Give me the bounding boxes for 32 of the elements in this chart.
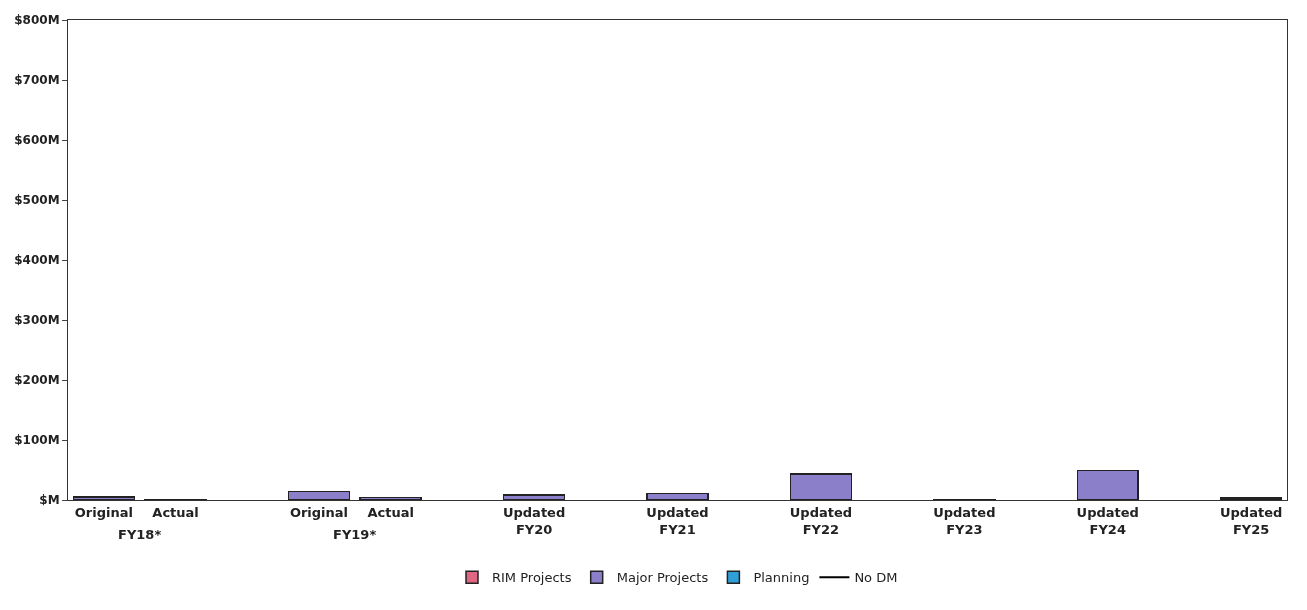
x-tick-label: Updated FY25 (1220, 504, 1283, 537)
legend-label: Planning (753, 570, 810, 586)
legend-label: No DM (854, 570, 898, 586)
x-tick-label: Actual (367, 504, 414, 520)
y-tick-label: $600M (14, 133, 60, 148)
x-tick-label: Updated FY23 (933, 504, 996, 537)
bar (287, 490, 351, 500)
y-tick-label: $300M (14, 313, 60, 328)
x-tick-label: Updated FY21 (646, 504, 709, 537)
y-tick-label: $100M (14, 433, 60, 448)
y-tick-label: $700M (14, 73, 60, 88)
y-tick-label: $200M (14, 373, 60, 388)
text: FY18* (118, 527, 162, 542)
bar (359, 496, 422, 500)
x-tick-label: Updated FY24 (1076, 504, 1139, 537)
y-tick-label: $500M (14, 193, 60, 208)
x-tick-label: Original (74, 504, 133, 520)
legend-label: RIM Projects (492, 570, 572, 586)
y-tick-label: $M (39, 493, 60, 508)
x-tick-label: Actual (152, 504, 199, 520)
y-tick-label: $800M (14, 13, 60, 28)
x-tick-label: Original (289, 504, 349, 520)
bar (72, 496, 136, 500)
bar (789, 473, 853, 500)
y-tick-label: $400M (14, 253, 60, 268)
bar (646, 492, 709, 500)
x-tick-label: Updated FY22 (789, 504, 853, 537)
x-tick-label: Updated FY20 (502, 504, 566, 537)
text: FY19* (333, 527, 377, 542)
bar (1076, 469, 1139, 500)
bar (502, 494, 566, 500)
legend-label: Major Projects (616, 570, 709, 586)
